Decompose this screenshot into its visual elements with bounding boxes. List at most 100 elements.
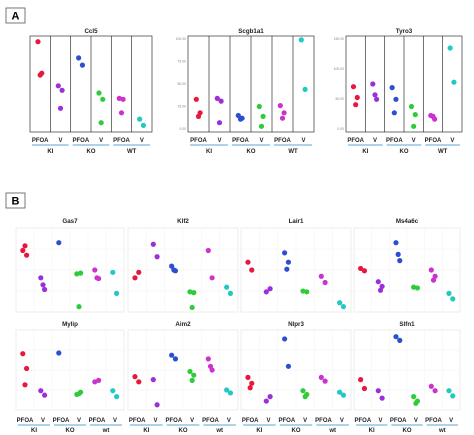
data-point [154, 254, 160, 260]
treatment-label: V [266, 418, 270, 424]
chart-scgb1a1: Scgb1a1 100.00 75.00 50.00 25.00 0.00 PFOA V KI P… [176, 28, 315, 155]
data-point [389, 85, 395, 91]
data-point [267, 394, 273, 400]
data-point [277, 103, 283, 109]
data-point [337, 300, 343, 306]
treatment-label: V [412, 138, 416, 144]
chart-title: Nlpr3 [288, 321, 304, 328]
data-point [24, 252, 30, 258]
data-point [224, 284, 230, 290]
data-point [450, 296, 456, 302]
data-point [205, 247, 211, 254]
data-point [375, 388, 381, 394]
data-point [132, 275, 138, 281]
treatment-label: V [450, 138, 454, 144]
data-point [22, 382, 28, 388]
data-point [285, 363, 292, 369]
data-point [447, 45, 453, 51]
data-point [218, 98, 224, 104]
data-point [322, 279, 328, 286]
data-point [224, 387, 230, 393]
y-tick-label: 25.00 [178, 105, 187, 109]
data-point [377, 287, 384, 293]
treatment-label: V [140, 138, 144, 144]
data-point [393, 96, 399, 102]
data-point [195, 113, 202, 119]
data-point [414, 285, 421, 291]
group-label: KI [369, 428, 375, 434]
data-point [263, 289, 269, 295]
data-point [38, 275, 44, 281]
data-point [300, 388, 306, 394]
data-point [57, 105, 64, 111]
treatment-label: PFOA [32, 138, 49, 144]
data-point [38, 388, 44, 394]
data-point [446, 290, 452, 296]
group-label: KI [256, 428, 262, 434]
treatment-label: V [259, 138, 263, 144]
treatment-label: PFOA [113, 138, 130, 144]
data-point [56, 240, 62, 246]
group-label: wt [438, 428, 446, 434]
treatment-label: PFOA [202, 418, 219, 424]
group-label: KI [206, 149, 212, 155]
chart-title: Slfn1 [399, 321, 415, 328]
data-point [193, 96, 199, 102]
data-point [412, 112, 418, 118]
data-point [98, 120, 104, 126]
group-label: KO [179, 428, 188, 434]
treatment-label: PFOA [425, 138, 442, 144]
data-point [397, 337, 403, 343]
data-point [237, 116, 244, 122]
data-point [393, 240, 399, 246]
data-point [340, 392, 347, 398]
treatment-label: V [113, 418, 117, 424]
treatment-label: V [378, 418, 382, 424]
data-point [318, 273, 324, 279]
group-label: wt [328, 428, 336, 434]
data-point [267, 286, 273, 292]
data-point [258, 123, 265, 129]
panel-a-box [5, 7, 26, 24]
panel-b-label: B [12, 196, 20, 208]
treatment-label: PFOA [72, 138, 89, 144]
chart-gas7: Gas7 [15, 218, 125, 313]
treatment-label: PFOA [165, 418, 182, 424]
data-point [411, 394, 417, 400]
data-point [42, 286, 48, 293]
data-point [37, 72, 43, 78]
data-point [361, 268, 368, 274]
data-point [393, 334, 399, 340]
data-point [318, 374, 324, 380]
data-point [302, 86, 308, 92]
data-point [216, 120, 223, 126]
data-point [114, 290, 120, 296]
data-point [150, 377, 156, 383]
data-point [374, 96, 380, 102]
treatment-label: V [217, 138, 221, 144]
data-point [354, 94, 360, 101]
group-label: KO [400, 149, 409, 155]
data-point [281, 110, 287, 116]
data-point [249, 380, 255, 386]
treatment-label: V [153, 418, 157, 424]
data-point [446, 388, 452, 394]
data-point [358, 265, 364, 272]
treatment-label: PFOA [315, 418, 332, 424]
treatment-label: PFOA [129, 418, 146, 424]
treatment-label: V [340, 418, 344, 424]
data-point [408, 103, 415, 110]
data-point [169, 263, 175, 269]
data-point [191, 372, 197, 378]
data-point [189, 304, 195, 311]
treatment-label: PFOA [425, 418, 442, 424]
group-label: wt [102, 428, 110, 434]
data-point [187, 368, 193, 375]
data-point [56, 350, 62, 356]
panel-a-label: A [12, 11, 20, 23]
data-point [189, 377, 195, 383]
treatment-label: PFOA [190, 138, 207, 144]
